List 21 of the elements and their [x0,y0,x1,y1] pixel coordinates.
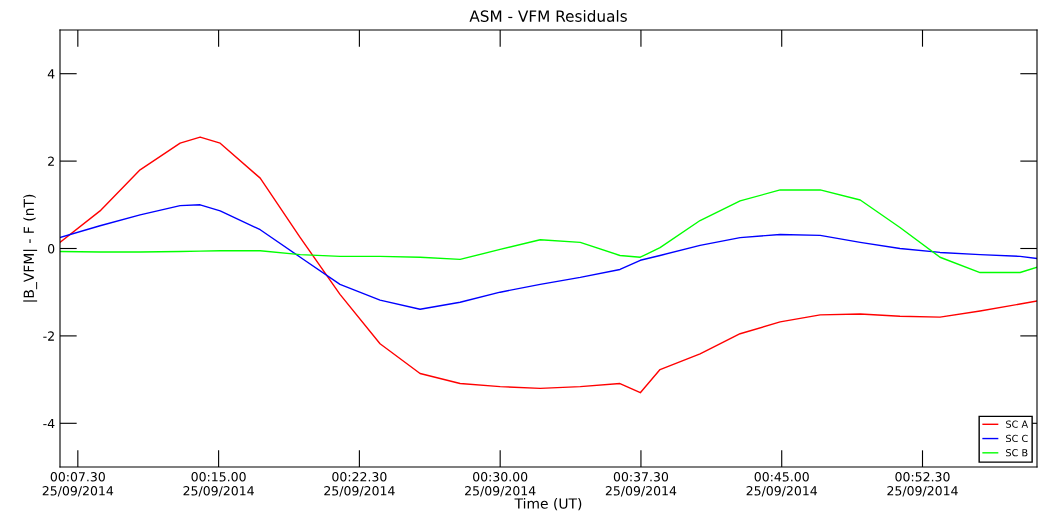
x-tick-label: 00:45.00 25/09/2014 [746,472,818,497]
legend-label: SC B [1006,449,1028,457]
x-tick-label: 00:30.00 25/09/2014 [465,472,536,497]
x-tick-label: 00:37.30 25/09/2014 [605,472,677,497]
y-tick-label: -4 [43,418,55,429]
y-tick-label: -2 [43,331,54,341]
x-tick-label: 00:52.30 25/09/2014 [887,472,958,497]
legend-label: SC A [1006,420,1029,428]
line-series [60,204,1037,310]
line-series [60,136,1037,394]
chart-title: ASM - VFM Residuals [469,10,627,22]
x-axis-title: Time (UT) [514,497,582,511]
line-series [60,189,1037,274]
y-tick-label: 0 [48,243,55,254]
y-axis-title: |B_VFM| - F (nT) [23,194,38,302]
y-tick-label: 4 [47,69,55,79]
legend-label: SC C [1006,434,1028,443]
y-tick-label: 2 [48,156,54,166]
x-tick-label: 00:07.30 25/09/2014 [42,472,114,497]
x-tick-label: 00:15.00 25/09/2014 [183,472,254,497]
x-tick-label: 00:22.30 25/09/2014 [324,472,395,497]
